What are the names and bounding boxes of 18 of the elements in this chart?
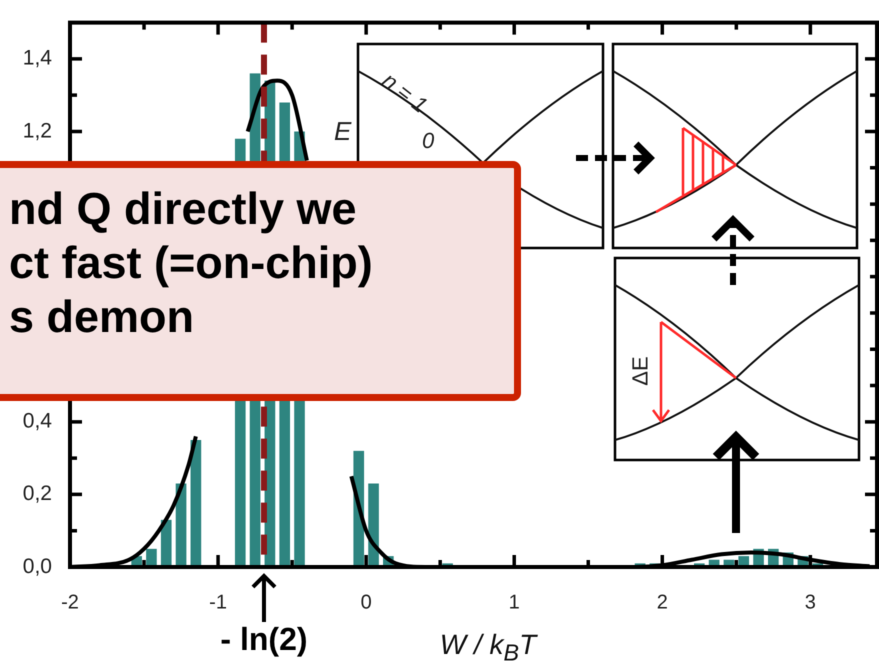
x-tick-label: 1 — [508, 592, 520, 614]
ref-line-label: - ln(2) — [220, 621, 308, 658]
y-tick-label: 0,2 — [22, 482, 52, 506]
text-box: nd Q directly we ct fast (=on-chip) s demon — [0, 161, 521, 401]
y-tick-label: 0,0 — [22, 554, 52, 578]
x-tick-label: 3 — [804, 592, 816, 614]
y-tick-label: 0,4 — [22, 410, 52, 433]
x-tick-label: -2 — [61, 592, 79, 614]
annotation: n = 1 — [377, 68, 432, 118]
x-axis-title: W / k$_{B}$T — [440, 629, 536, 667]
annotation: ΔE — [628, 356, 654, 386]
x-tick-label: -1 — [209, 592, 227, 614]
x-tick-label: 0 — [360, 592, 372, 614]
y-tick-label: 1,4 — [22, 46, 52, 70]
x-tick-label: 2 — [656, 592, 668, 614]
annotation: E — [334, 116, 352, 147]
y-tick-label: 1,2 — [22, 119, 52, 142]
annotation: 0 — [422, 128, 434, 154]
